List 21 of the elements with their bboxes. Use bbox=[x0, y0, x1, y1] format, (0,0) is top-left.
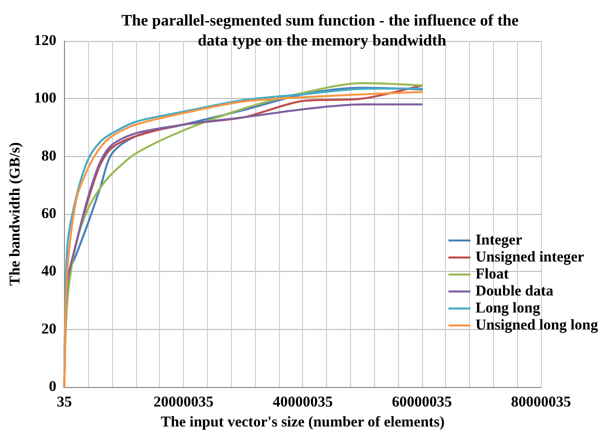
legend-label: Float bbox=[475, 266, 509, 282]
legend-label: Unsigned long long bbox=[475, 318, 598, 334]
legend-label: Double data bbox=[475, 284, 554, 300]
x-tick-label: 20000035 bbox=[154, 394, 214, 410]
legend-label: Unsigned integer bbox=[475, 250, 585, 266]
x-tick-label: 40000035 bbox=[272, 394, 333, 410]
y-axis-title: The bandwidth (GB/s) bbox=[8, 142, 24, 286]
x-tick-label: 35 bbox=[56, 394, 72, 410]
y-tick-label: 80 bbox=[41, 148, 56, 164]
y-tick-label: 60 bbox=[41, 206, 56, 222]
x-tick-label: 60000035 bbox=[392, 394, 452, 410]
y-tick-label: 120 bbox=[34, 33, 56, 49]
chart-title: The parallel-segmented sum function - the influence of the data type on the memory bandwidth bbox=[121, 12, 519, 50]
y-tick-label: 20 bbox=[41, 321, 56, 338]
x-tick-label: 80000035 bbox=[511, 394, 571, 410]
x-axis-title: The input vector's size (number of elements) bbox=[160, 414, 445, 430]
legend-label: Long long bbox=[475, 300, 541, 316]
y-tick-label: 40 bbox=[41, 264, 56, 280]
y-tick-label: 0 bbox=[48, 379, 56, 395]
legend-label: Integer bbox=[475, 232, 522, 248]
y-tick-label: 100 bbox=[34, 90, 56, 107]
